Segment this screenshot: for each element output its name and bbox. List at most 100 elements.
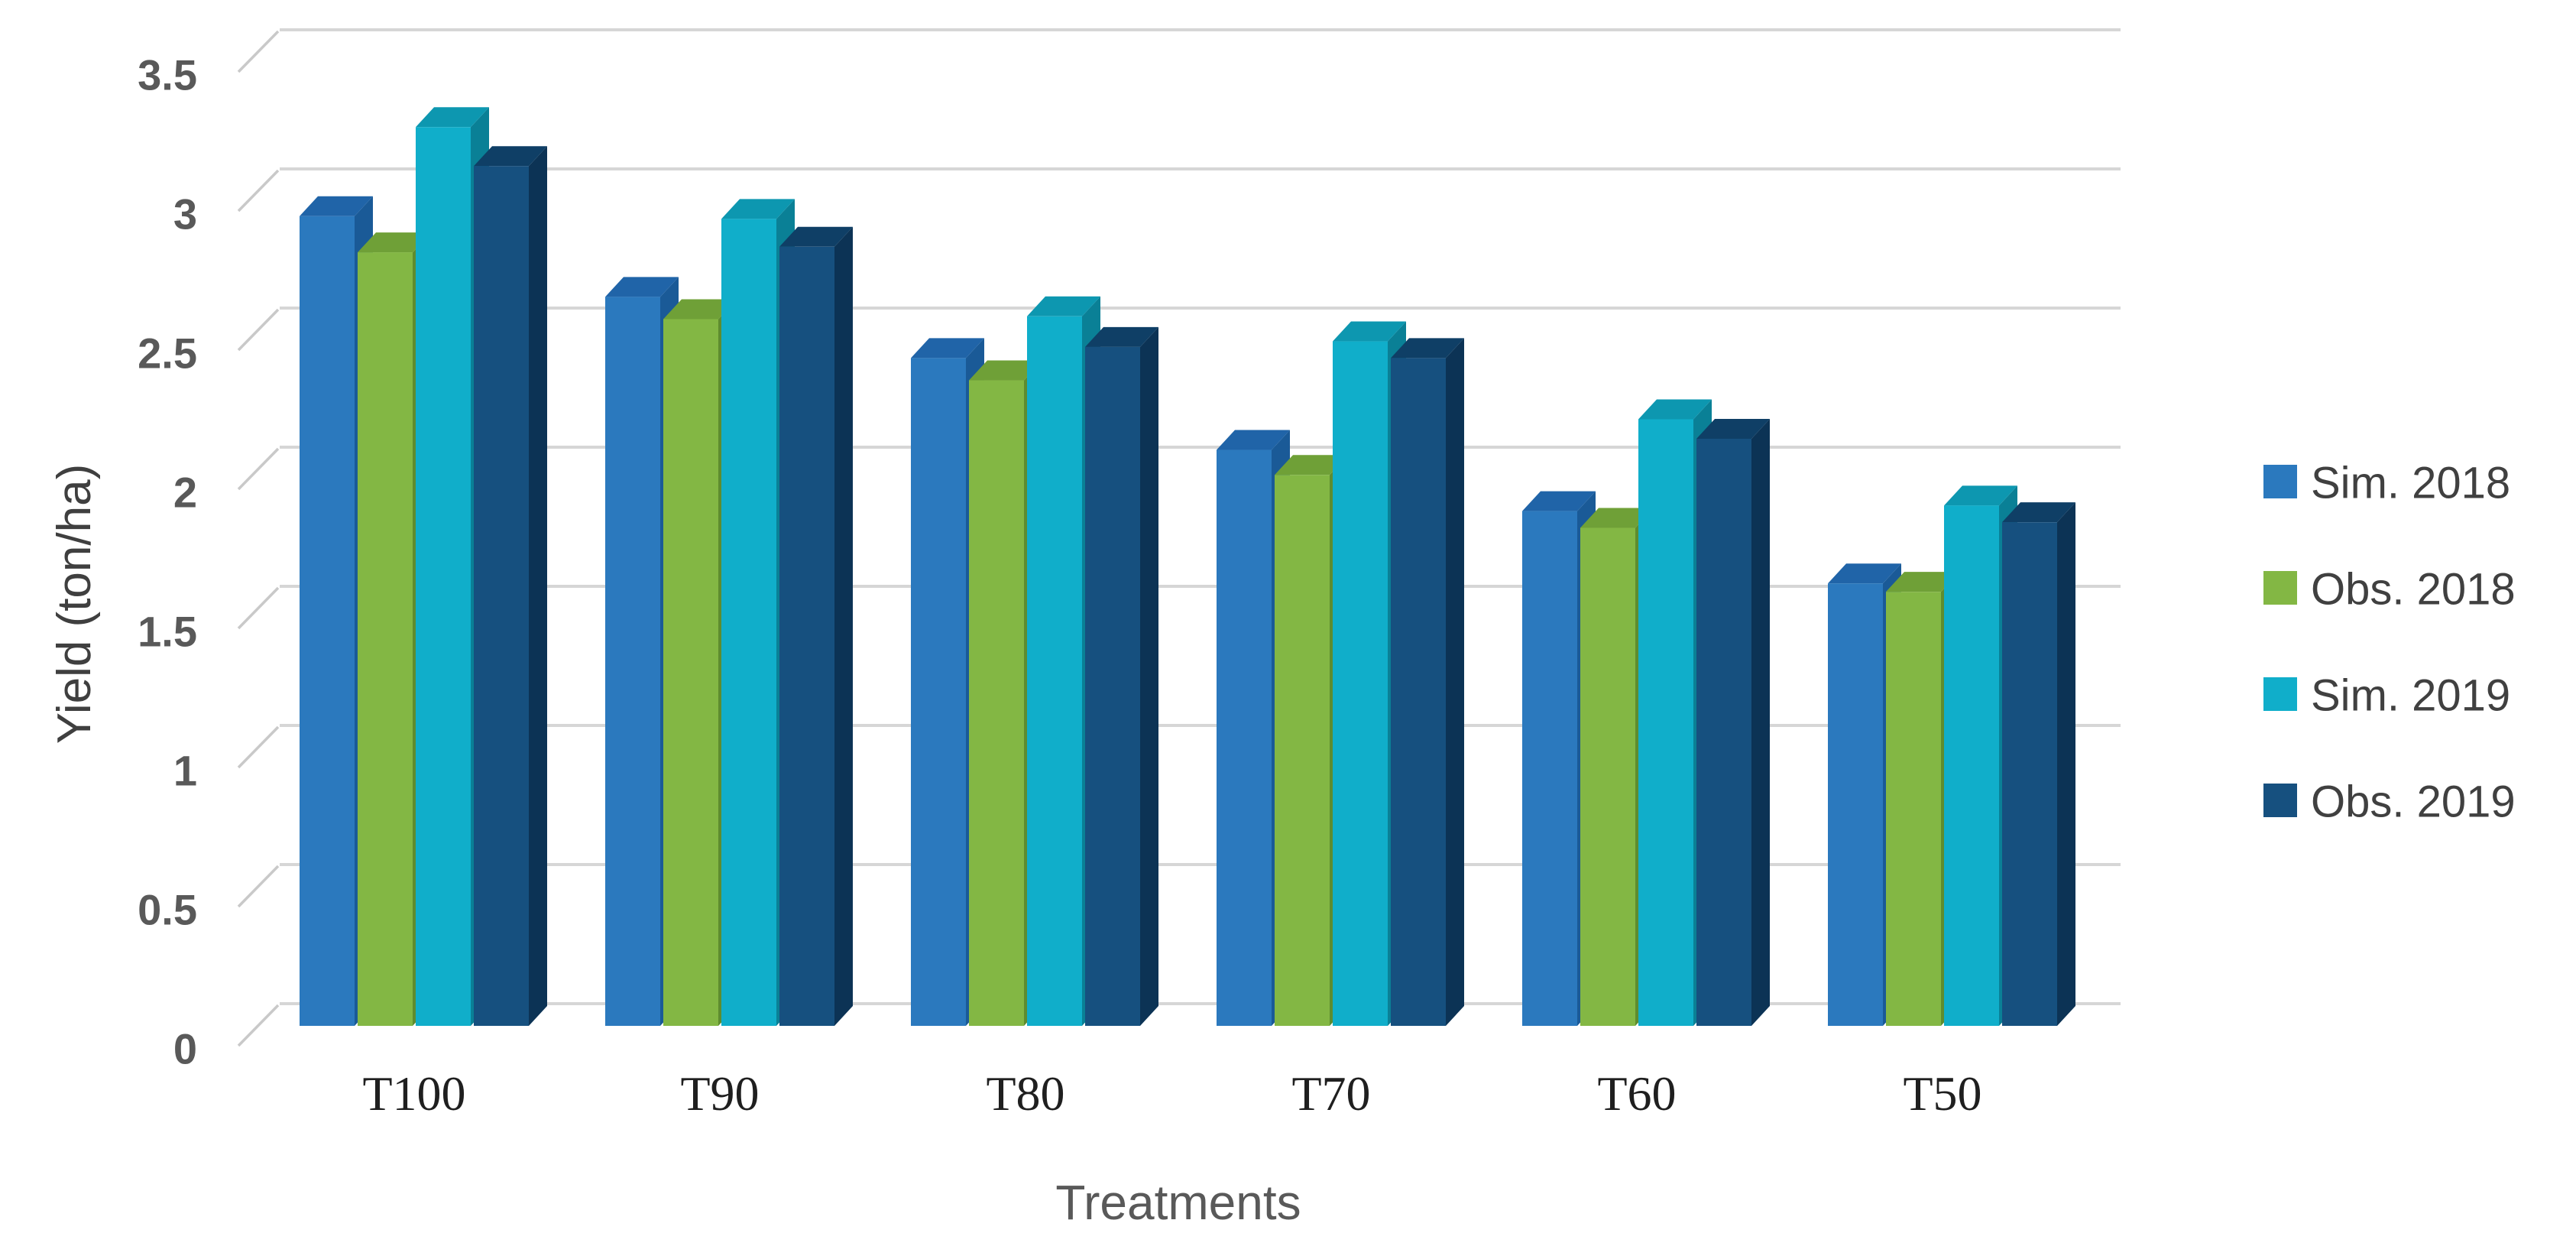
bar-front-face <box>1696 438 1751 1026</box>
y-axis-labels: 0 0.5 1 1.5 2 2.5 3 3.5 <box>138 51 197 1073</box>
bar-front-face <box>969 380 1024 1026</box>
legend-label-obs-2018: Obs. 2018 <box>2311 565 2516 615</box>
x-tick-label-T80: T80 <box>986 1066 1064 1121</box>
y-tick-label-3: 3 <box>173 190 197 238</box>
bar-front-face <box>1522 511 1577 1026</box>
bar-front-face <box>605 297 660 1026</box>
legend-swatch-obs-2018 <box>2263 571 2297 605</box>
y-tick-label-2: 2 <box>173 469 197 517</box>
tick-mark-1 <box>237 725 280 769</box>
x-tick-label-T70: T70 <box>1291 1066 1370 1121</box>
bar-front-face <box>1333 341 1388 1026</box>
bar-side-face <box>834 226 853 1026</box>
x-axis-labels: T100 T90 T80 T70 T60 T50 <box>362 1066 1981 1121</box>
bar-top-face <box>1333 321 1406 342</box>
y-tick-label-2.5: 2.5 <box>138 329 197 378</box>
bar-group-T80 <box>911 296 1158 1027</box>
bar-top-face <box>358 232 431 253</box>
legend-item-obs-2018: Obs. 2018 <box>2263 565 2516 615</box>
bar-top-face <box>1522 491 1596 511</box>
bar-group-T70 <box>1217 321 1464 1026</box>
legend-swatch-obs-2019 <box>2263 784 2297 817</box>
legend-label-obs-2019: Obs. 2019 <box>2311 777 2516 827</box>
bar-top-face <box>1085 326 1158 347</box>
bar-front-face <box>1944 505 1999 1026</box>
x-tick-label-T50: T50 <box>1903 1066 1981 1121</box>
bar-top-face <box>721 199 795 219</box>
bar-front-face <box>1275 475 1330 1026</box>
bar-top-face <box>1638 399 1712 420</box>
legend-swatch-sim-2018 <box>2263 465 2297 498</box>
bar-front-face <box>1217 449 1272 1026</box>
bar-top-face <box>1944 485 2017 506</box>
bar-front-face <box>1580 527 1635 1026</box>
bar-top-face <box>300 196 373 216</box>
bar-front-face <box>474 166 529 1027</box>
tick-mark-2.5 <box>237 308 280 352</box>
bar-top-face <box>1391 338 1464 359</box>
bar-top-face <box>1886 572 1959 592</box>
bar-front-face <box>358 252 413 1027</box>
legend-swatch-sim-2019 <box>2263 677 2297 711</box>
legend-item-obs-2019: Obs. 2019 <box>2263 777 2516 827</box>
bar-side-face <box>2057 502 2075 1026</box>
bar-front-face <box>779 246 834 1026</box>
bar-obs-2019-T50 <box>2002 502 2075 1026</box>
legend-item-sim-2018: Sim. 2018 <box>2263 459 2510 508</box>
bar-front-face <box>911 358 966 1026</box>
x-axis-title: Treatments <box>1055 1175 1301 1230</box>
bar-top-face <box>1217 430 1290 450</box>
legend: Sim. 2018 Obs. 2018 Sim. 2019 Obs. 2019 <box>2263 459 2516 827</box>
tick-mark-2 <box>237 447 280 491</box>
gridlines <box>280 28 2121 1005</box>
legend-label-sim-2018: Sim. 2018 <box>2311 459 2510 508</box>
bar-top-face <box>1580 508 1654 528</box>
x-tick-label-T100: T100 <box>362 1066 465 1121</box>
tick-mark-3 <box>237 169 280 213</box>
bar-front-face <box>1085 346 1140 1027</box>
bar-obs-2019-T80 <box>1085 326 1158 1027</box>
tick-mark-0 <box>237 1004 280 1047</box>
tick-mark-3.5 <box>237 30 280 73</box>
y-tick-label-1.5: 1.5 <box>138 608 197 656</box>
y-axis-title: Yield (ton/ha) <box>48 464 101 744</box>
tick-mark-1.5 <box>237 586 280 630</box>
y-tick-label-3.5: 3.5 <box>138 51 197 99</box>
bar-obs-2018-T90 <box>663 299 737 1026</box>
bar-front-face <box>416 127 471 1026</box>
bar-top-face <box>605 277 679 297</box>
y-axis-ticks <box>237 30 280 1047</box>
bar-front-face <box>1638 419 1693 1026</box>
bar-side-face <box>1446 338 1464 1026</box>
bar-top-face <box>911 338 984 359</box>
bar-top-face <box>663 299 737 320</box>
bar-top-face <box>416 107 489 128</box>
bar-group-T50 <box>1828 485 2075 1026</box>
bar-obs-2019-T60 <box>1696 418 1770 1026</box>
bar-top-face <box>1027 296 1100 316</box>
y-tick-label-1: 1 <box>173 747 197 795</box>
bar-top-face <box>969 360 1042 381</box>
bar-group-T60 <box>1522 399 1770 1026</box>
x-tick-label-T90: T90 <box>680 1066 759 1121</box>
bar-top-face <box>779 226 853 247</box>
bar-top-face <box>1275 455 1348 475</box>
bar-front-face <box>1391 358 1446 1026</box>
bar-top-face <box>1828 563 1901 584</box>
bar-side-face <box>529 146 547 1027</box>
tick-mark-0.5 <box>237 865 280 908</box>
bar-front-face <box>1886 592 1941 1026</box>
bar-top-face <box>2002 502 2075 523</box>
bars <box>300 107 2075 1027</box>
bar-front-face <box>721 219 776 1026</box>
bar-side-face <box>1751 418 1770 1026</box>
bar-side-face <box>1140 326 1158 1027</box>
legend-label-sim-2019: Sim. 2019 <box>2311 671 2510 721</box>
bar-front-face <box>300 216 355 1026</box>
bar-group-T90 <box>605 199 853 1026</box>
y-tick-label-0: 0 <box>173 1025 197 1073</box>
bar-front-face <box>1027 316 1082 1026</box>
bar-top-face <box>474 146 547 167</box>
bar-group-T100 <box>300 107 547 1027</box>
